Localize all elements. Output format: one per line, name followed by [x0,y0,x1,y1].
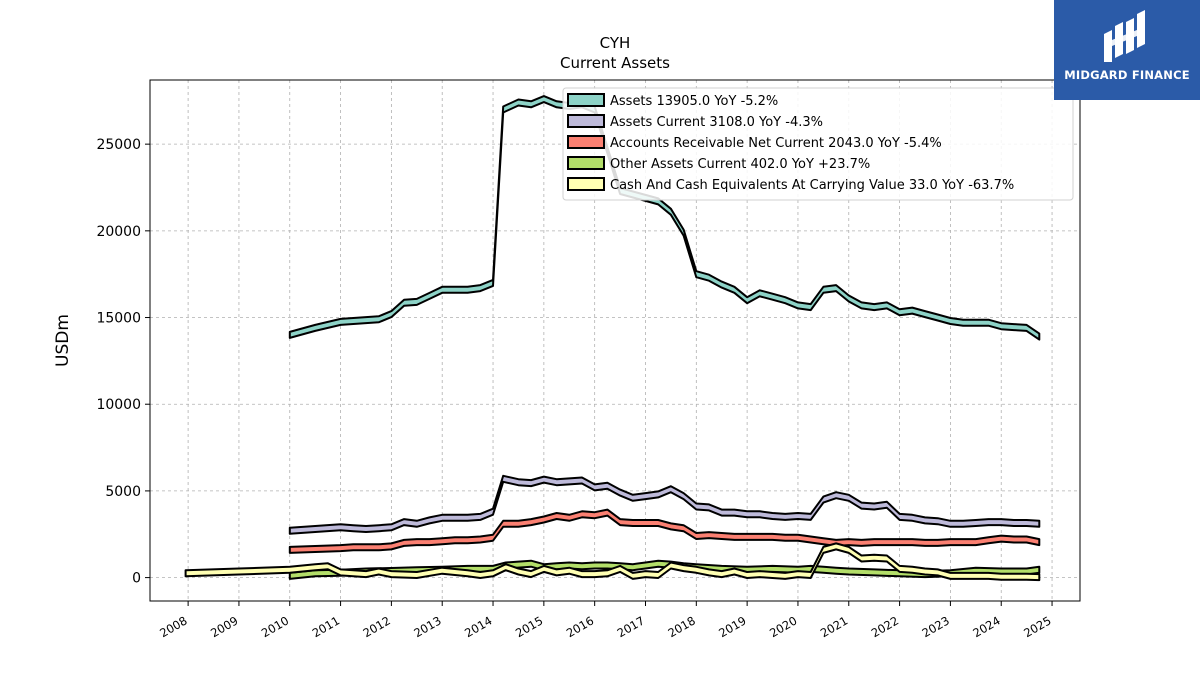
legend-label-2: Accounts Receivable Net Current 2043.0 Y… [610,136,942,151]
chart-title: CYH [600,34,631,52]
x-tick-label: 2012 [361,613,393,640]
series-area-0 [288,95,1041,341]
legend-label-0: Assets 13905.0 YoY -5.2% [610,94,778,109]
series-area-2 [288,508,1041,554]
legend-swatch-4 [567,177,605,191]
y-tick-label: 10000 [96,397,141,413]
x-tick-label: 2023 [920,613,952,640]
x-tick-label: 2025 [1021,613,1053,640]
x-tick-label: 2021 [818,613,850,640]
y-tick-label: 25000 [96,137,141,153]
chart-subtitle: Current Assets [560,54,670,72]
series-area-4 [184,542,1041,582]
x-tick-label: 2008 [157,613,189,640]
x-tick-label: 2013 [411,613,443,640]
plot-frame [149,79,1081,602]
series-area-1 [288,474,1041,535]
y-tick-label: 20000 [96,224,141,240]
legend: Assets 13905.0 YoY -5.2% Assets Current 3… [562,87,1074,201]
legend-label-4: Cash And Cash Equivalents At Carrying Va… [610,178,1014,193]
brand-logo: MIDGARD FINANCE [1054,0,1200,100]
x-tick-label: 2009 [208,613,240,640]
x-tick-label: 2022 [869,613,901,640]
x-tick-label: 2018 [665,613,697,640]
legend-box [562,87,1074,201]
midgard-logo-icon [1104,10,1145,62]
legend-label-3: Other Assets Current 402.0 YoY +23.7% [610,157,870,172]
x-tick-label: 2019 [716,613,748,640]
legend-swatch-2 [567,135,605,149]
x-tick-label: 2017 [615,613,647,640]
x-tick-label: 2024 [970,613,1002,640]
x-tick-label: 2010 [259,613,291,640]
logo-text: MIDGARD FINANCE [1064,68,1190,82]
y-tick-label: 5000 [105,484,141,500]
x-tick-label: 2011 [310,613,342,640]
y-tick-label: 15000 [96,311,141,327]
x-tick-label: 2015 [513,613,545,640]
x-tick-label: 2020 [767,613,799,640]
x-tick-label: 2016 [564,613,596,640]
y-tick-label: 0 [132,571,141,587]
x-tick-label: 2014 [462,613,494,640]
legend-label-1: Assets Current 3108.0 YoY -4.3% [610,115,823,130]
legend-swatch-3 [567,156,605,170]
legend-swatch-1 [567,114,605,128]
legend-swatch-0 [567,93,605,107]
y-axis-label: USDm [53,314,73,367]
